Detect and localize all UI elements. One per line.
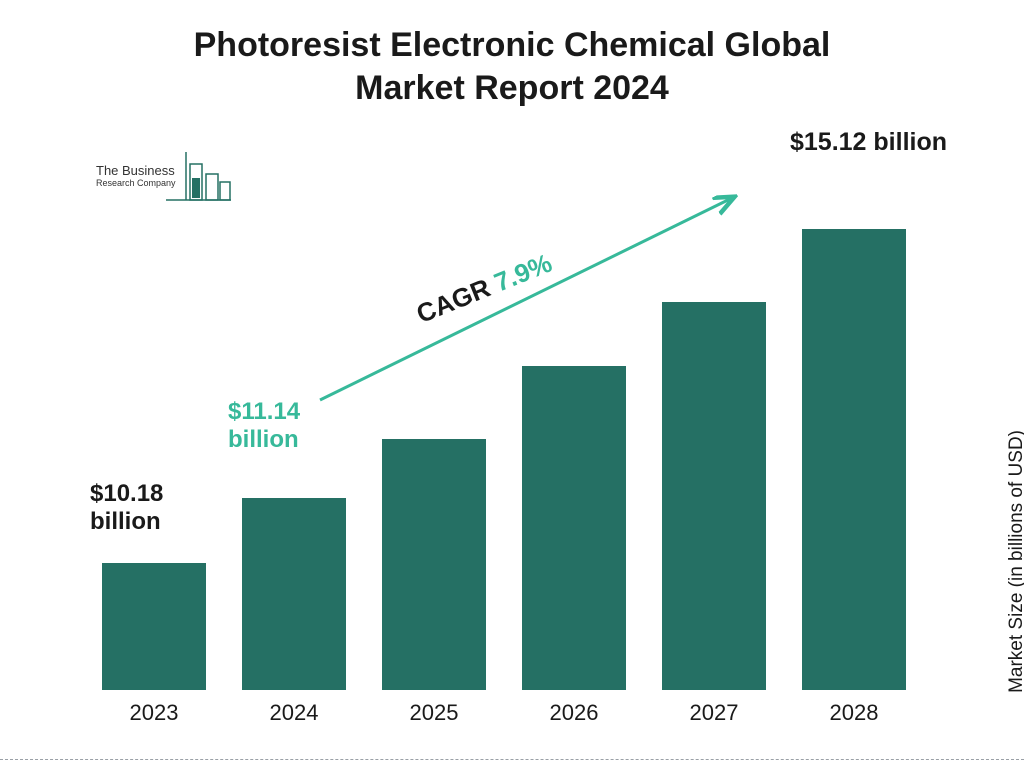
cagr-trend-arrow-icon xyxy=(0,0,1024,768)
bottom-divider xyxy=(0,759,1024,760)
